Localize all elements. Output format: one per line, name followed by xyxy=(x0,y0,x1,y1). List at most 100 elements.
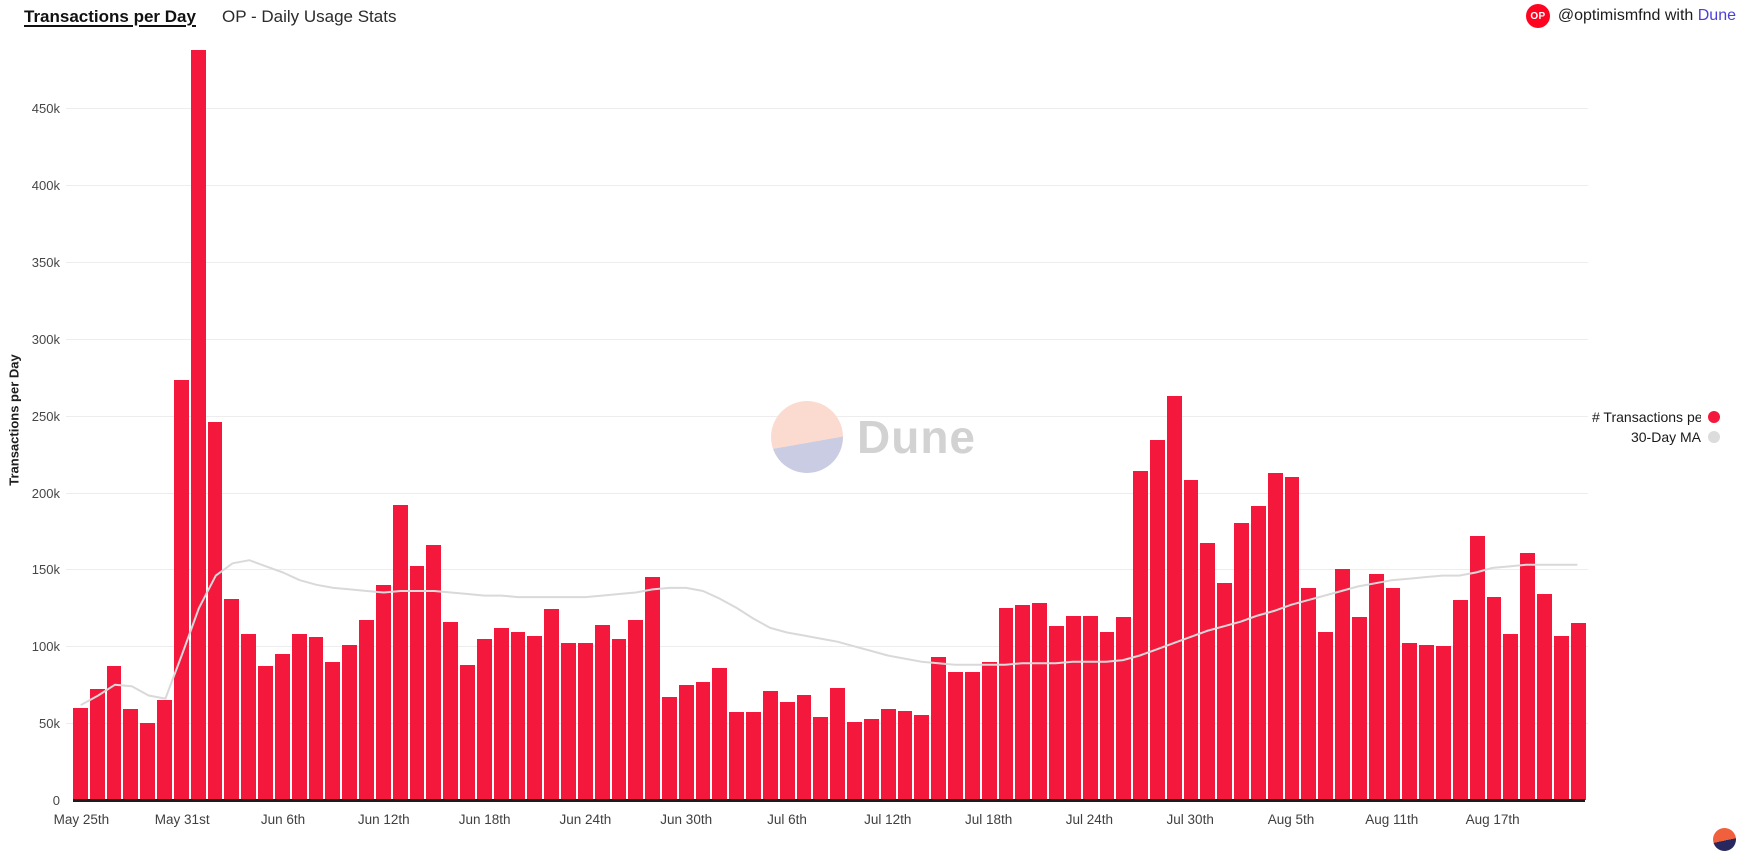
legend-item-transactions[interactable]: # Transactions per xyxy=(1592,407,1720,427)
bar-jul-7[interactable] xyxy=(796,695,812,800)
bar-jul-26[interactable] xyxy=(1116,617,1132,800)
bar-jun-1[interactable] xyxy=(190,49,206,800)
bar-jun-21[interactable] xyxy=(527,635,543,800)
bar-jun-3[interactable] xyxy=(224,598,240,800)
bar-jul-11[interactable] xyxy=(863,718,879,800)
legend-item-30day-ma[interactable]: 30-Day MA xyxy=(1592,427,1720,447)
bar-jun-12[interactable] xyxy=(375,584,391,800)
bar-jul-24[interactable] xyxy=(1082,615,1098,800)
bar-jul-3[interactable] xyxy=(729,712,745,800)
bar-jun-4[interactable] xyxy=(241,634,257,800)
bar-jun-28[interactable] xyxy=(645,577,660,800)
bar-aug-4[interactable] xyxy=(1267,472,1283,800)
bar-jul-12[interactable] xyxy=(880,709,896,800)
bar-may-26[interactable] xyxy=(89,689,105,800)
bar-jun-26[interactable] xyxy=(611,638,627,800)
bar-jul-21[interactable] xyxy=(1032,603,1048,800)
bar-aug-10[interactable] xyxy=(1368,574,1384,800)
bar-jul-2[interactable] xyxy=(712,667,728,800)
bar-jun-8[interactable] xyxy=(308,637,324,800)
bar-jun-24[interactable] xyxy=(577,643,593,800)
x-tick-label: Jul 12th xyxy=(864,812,912,827)
bar-may-25[interactable] xyxy=(73,707,88,800)
bar-jul-1[interactable] xyxy=(695,681,711,800)
bar-jul-4[interactable] xyxy=(746,712,761,800)
bar-aug-5[interactable] xyxy=(1284,477,1300,800)
bar-may-30[interactable] xyxy=(157,700,172,800)
bar-aug-1[interactable] xyxy=(1217,583,1233,800)
bar-jul-8[interactable] xyxy=(813,717,829,800)
bar-jun-27[interactable] xyxy=(628,620,644,800)
bar-jul-28[interactable] xyxy=(1150,440,1165,800)
bar-jul-25[interactable] xyxy=(1099,632,1115,800)
bar-jun-18[interactable] xyxy=(476,638,492,800)
bar-jun-11[interactable] xyxy=(359,620,374,800)
bar-jun-9[interactable] xyxy=(325,661,341,800)
bar-jul-29[interactable] xyxy=(1166,395,1182,800)
bar-jul-14[interactable] xyxy=(914,715,930,800)
bar-aug-3[interactable] xyxy=(1250,506,1266,800)
bar-jul-16[interactable] xyxy=(948,672,963,800)
bar-jun-17[interactable] xyxy=(460,664,475,800)
bar-aug-9[interactable] xyxy=(1351,617,1367,800)
bar-aug-8[interactable] xyxy=(1335,569,1350,800)
x-tick-label: Aug 11th xyxy=(1365,812,1419,827)
bar-jun-15[interactable] xyxy=(426,544,442,800)
bar-aug-22[interactable] xyxy=(1570,623,1586,800)
bar-aug-19[interactable] xyxy=(1520,552,1536,800)
bar-jul-22[interactable] xyxy=(1049,626,1064,800)
bar-jul-5[interactable] xyxy=(762,690,778,800)
bar-aug-7[interactable] xyxy=(1318,632,1334,800)
bar-aug-6[interactable] xyxy=(1301,587,1317,800)
bar-jun-2[interactable] xyxy=(207,421,223,800)
bar-jul-20[interactable] xyxy=(1015,604,1031,800)
bar-jun-23[interactable] xyxy=(561,643,576,800)
bar-aug-18[interactable] xyxy=(1503,634,1519,800)
bar-jul-15[interactable] xyxy=(931,657,947,800)
op-badge-icon[interactable]: OP xyxy=(1525,4,1550,28)
bar-jul-31[interactable] xyxy=(1200,543,1216,800)
bar-aug-15[interactable] xyxy=(1452,600,1468,800)
bar-jul-13[interactable] xyxy=(897,710,913,800)
bar-jun-10[interactable] xyxy=(342,644,358,800)
bar-jun-5[interactable] xyxy=(258,666,273,800)
bar-jun-6[interactable] xyxy=(274,654,290,800)
bar-jul-17[interactable] xyxy=(964,672,980,800)
bar-jun-30[interactable] xyxy=(678,684,694,800)
bar-jun-29[interactable] xyxy=(661,697,677,800)
bar-aug-16[interactable] xyxy=(1469,535,1485,800)
bar-aug-14[interactable] xyxy=(1436,646,1451,800)
bar-aug-13[interactable] xyxy=(1419,644,1435,800)
bar-jun-20[interactable] xyxy=(510,632,526,800)
bar-jul-9[interactable] xyxy=(830,687,846,800)
bar-jun-25[interactable] xyxy=(594,624,610,800)
bar-aug-2[interactable] xyxy=(1234,523,1249,800)
bar-jun-13[interactable] xyxy=(392,504,408,800)
bar-jul-23[interactable] xyxy=(1065,615,1081,800)
bar-jun-7[interactable] xyxy=(291,634,307,800)
x-tick-label: May 25th xyxy=(53,812,110,827)
dune-link[interactable]: Dune xyxy=(1697,7,1736,24)
bar-may-31[interactable] xyxy=(173,380,189,800)
bar-aug-11[interactable] xyxy=(1385,587,1401,800)
chart-title-link[interactable]: Transactions per Day xyxy=(24,7,196,26)
bar-jun-19[interactable] xyxy=(493,627,509,800)
bar-jun-16[interactable] xyxy=(443,621,459,800)
bar-jul-27[interactable] xyxy=(1133,471,1148,800)
bar-jul-19[interactable] xyxy=(998,607,1014,800)
bar-aug-17[interactable] xyxy=(1486,597,1502,800)
bar-jul-18[interactable] xyxy=(981,661,997,800)
bar-jul-6[interactable] xyxy=(779,701,795,800)
bar-jul-10[interactable] xyxy=(847,721,862,800)
bar-jun-14[interactable] xyxy=(409,566,425,800)
bar-jun-22[interactable] xyxy=(544,609,560,800)
bar-may-28[interactable] xyxy=(123,709,139,800)
bar-may-27[interactable] xyxy=(106,666,122,800)
bar-aug-12[interactable] xyxy=(1402,643,1418,800)
dune-corner-logo-icon[interactable] xyxy=(1713,828,1736,851)
bar-jul-30[interactable] xyxy=(1183,480,1199,800)
x-tick-label: Jul 30th xyxy=(1166,812,1214,827)
bar-aug-20[interactable] xyxy=(1537,594,1552,800)
bar-may-29[interactable] xyxy=(140,723,156,800)
bar-aug-21[interactable] xyxy=(1553,635,1569,800)
